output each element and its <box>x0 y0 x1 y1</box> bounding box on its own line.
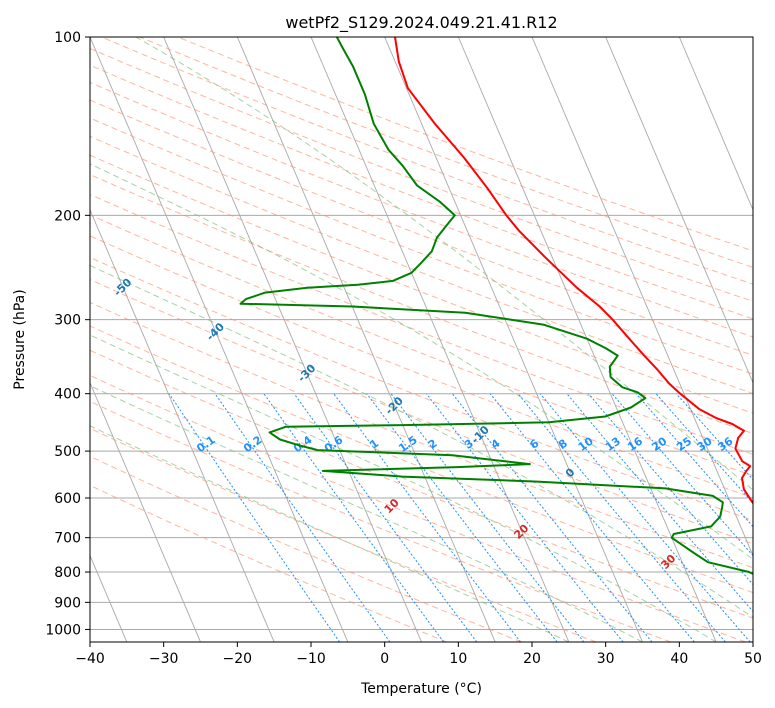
mixing-ratio-line <box>655 393 753 504</box>
mixing-ratio-line <box>675 393 753 481</box>
mixing-ratio-line <box>489 393 695 642</box>
mixing-ratio-label: 6 <box>528 437 542 452</box>
mixing-ratio-label: 4 <box>489 437 503 452</box>
y-tick-label: 300 <box>54 313 81 329</box>
mixing-ratio-line <box>214 393 391 642</box>
isotherm-line <box>384 37 643 642</box>
temperature-profile-line <box>394 37 753 505</box>
dry-adiabat-line <box>90 256 753 521</box>
y-tick-label: 900 <box>54 595 81 611</box>
y-tick-label: 800 <box>54 565 81 581</box>
isotherm-line <box>163 37 422 642</box>
dry-adiabat-line <box>90 484 447 642</box>
x-tick-label: −30 <box>149 651 179 667</box>
y-tick-label: 400 <box>54 387 81 403</box>
y-tick-label: 200 <box>54 208 81 224</box>
mixing-ratio-line <box>168 393 341 642</box>
x-tick-label: −40 <box>75 651 105 667</box>
dry-adiabat-line <box>90 174 753 435</box>
mixing-ratio-line <box>333 393 521 642</box>
isotherm-line <box>236 37 496 642</box>
dry-adiabat-line <box>90 455 522 642</box>
x-tick-label: −20 <box>223 651 253 667</box>
y-tick-label: 600 <box>54 491 81 507</box>
moist-adiabat-line <box>90 425 570 642</box>
dry-adiabat-line <box>90 325 753 594</box>
y-tick-label: 1000 <box>45 622 81 638</box>
mixing-ratio-line <box>366 393 558 642</box>
mixing-ratio-line <box>517 393 726 642</box>
mixing-ratio-line <box>588 393 753 586</box>
mixing-ratio-line <box>635 393 753 528</box>
moist-adiabat-line <box>135 37 753 491</box>
background-lines <box>90 37 753 642</box>
mixing-ratio-line <box>451 393 653 642</box>
dry-adiabat-line <box>90 235 753 499</box>
isotherm-line <box>90 208 275 642</box>
data-series <box>239 37 753 576</box>
x-tick-label: 0 <box>380 651 389 667</box>
isotherm-line <box>90 37 349 642</box>
isotherm-label: -20 <box>383 394 406 417</box>
mixing-ratio-line <box>539 393 751 642</box>
moist-adiabat-line <box>90 334 717 642</box>
dry-adiabat-line <box>90 81 753 338</box>
y-tick-label: 100 <box>54 30 81 46</box>
x-axis-label: Temperature (°C) <box>360 681 482 697</box>
y-axis: 100 200 300 400 500 600 700 800 900 1000 <box>45 30 90 638</box>
y-axis-label: Pressure (hPa) <box>12 289 28 389</box>
plot-frame <box>89 36 754 643</box>
dry-adiabat-line <box>101 37 753 285</box>
dry-adiabat-line <box>90 47 753 302</box>
dry-adiabat-line <box>90 135 753 395</box>
mixing-ratio-label: 1.5 <box>396 433 419 455</box>
isotherm-label: -40 <box>204 320 227 343</box>
dry-adiabat-line <box>90 64 753 320</box>
dry-adiabat-line <box>90 214 753 477</box>
dry-adiabat-line <box>90 301 753 569</box>
x-tick-label: 20 <box>523 651 541 667</box>
mixing-ratio-line <box>611 393 753 557</box>
dry-adiabat-line <box>177 37 753 252</box>
isotherm-line <box>90 381 201 642</box>
isotherm-line <box>678 37 753 212</box>
dry-adiabat-label: 30 <box>658 552 678 572</box>
x-tick-label: 10 <box>449 651 467 667</box>
isotherm-line <box>752 37 753 39</box>
isotherm-line <box>605 37 753 384</box>
isotherm-label: 0 <box>563 465 578 480</box>
chart-title: wetPf2_S129.2024.049.21.41.R12 <box>285 13 557 33</box>
y-tick-label: 500 <box>54 444 81 460</box>
mixing-ratio-line <box>293 393 478 642</box>
y-tick-label: 700 <box>54 531 81 547</box>
x-tick-label: 30 <box>597 651 615 667</box>
moist-adiabat-line <box>90 264 753 618</box>
mixing-ratio-line <box>263 393 445 642</box>
dry-adiabat-line <box>90 374 746 642</box>
dewpoint-profile-line <box>239 37 753 576</box>
dry-adiabat-line <box>90 400 671 642</box>
mixing-ratio-line <box>426 393 624 642</box>
isotherm-label: -60 <box>17 228 40 251</box>
x-tick-label: 50 <box>744 651 762 667</box>
x-tick-label: 40 <box>670 651 688 667</box>
dry-adiabat-line <box>90 349 753 619</box>
moist-adiabat-line <box>90 385 643 642</box>
isotherm-label: -30 <box>295 361 318 384</box>
x-tick-label: −10 <box>296 651 326 667</box>
isotherm-label: -50 <box>111 276 134 299</box>
x-axis: −40 −30 −20 −10 0 10 20 30 40 50 <box>75 642 762 667</box>
dry-adiabat-line <box>90 427 597 642</box>
mixing-ratio-label: 1 <box>367 437 381 452</box>
dry-adiabat-label: 10 <box>382 496 402 516</box>
dry-adiabat-line <box>90 193 753 455</box>
dry-adiabat-line <box>90 278 753 545</box>
